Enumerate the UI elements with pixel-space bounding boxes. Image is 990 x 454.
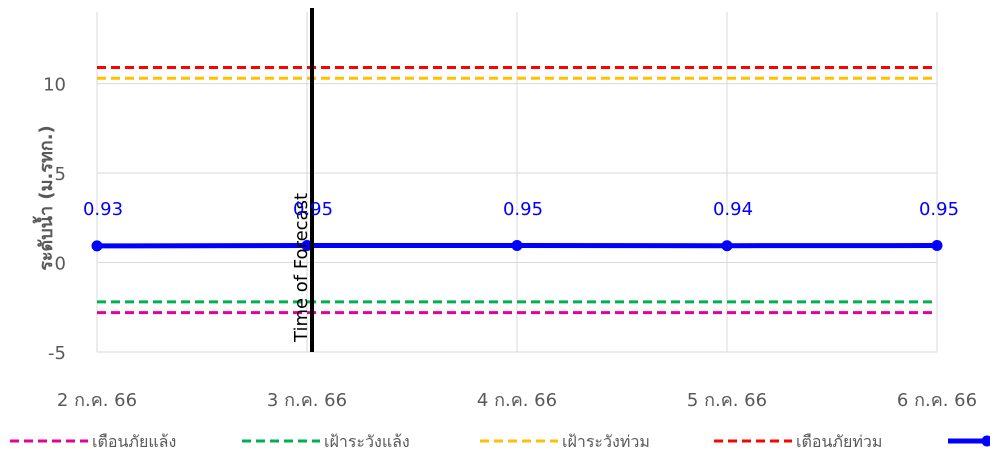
x-tick-label: 5 ก.ค. 66 [687,390,767,411]
forecast-time-annotation: Time of Forecast [291,8,314,352]
legend-label: เตือนภัยแล้ง [92,432,176,451]
data-label: 0.95 [293,199,333,220]
data-label: 0.94 [713,199,753,220]
data-label: 0.95 [503,199,543,220]
data-label: 0.95 [919,199,959,220]
y-tick-label: 10 [43,75,66,96]
x-tick-label: 3 ก.ค. 66 [267,390,347,411]
y-tick-label: 0 [55,254,66,275]
data-point [301,240,313,252]
y-axis-label: ระดับน้ำ (ม.รทก.) [32,125,57,271]
legend-label: เฝ้าระวังแล้ง [324,432,410,451]
x-tick-label: 4 ก.ค. 66 [477,390,557,411]
y-tick-label: -5 [48,343,66,364]
legend-marker [981,435,990,447]
data-point [91,240,103,252]
data-label: 0.93 [83,199,123,220]
data-point [511,240,523,252]
x-tick-label: 2 ก.ค. 66 [57,390,137,411]
y-axis-ticks: -5 0 5 10 [43,75,66,364]
data-labels: 0.93 0.95 0.95 0.94 0.95 [83,199,959,220]
y-tick-label: 5 [55,164,66,185]
legend: เตือนภัยแล้ง เฝ้าระวังแล้ง เฝ้าระวังท่วม เต… [10,432,990,451]
legend-label: เฝ้าระวังท่วม [562,432,650,451]
data-point [721,240,733,252]
forecast-label: Time of Forecast [291,193,312,343]
series-group [91,65,943,315]
x-tick-label: 6 ก.ค. 66 [897,390,977,411]
x-axis-ticks: 2 ก.ค. 66 3 ก.ค. 66 4 ก.ค. 66 5 ก.ค. 66 6 ก.… [57,390,977,411]
legend-label: เตือนภัยท่วม [796,432,882,451]
data-point [931,240,943,252]
